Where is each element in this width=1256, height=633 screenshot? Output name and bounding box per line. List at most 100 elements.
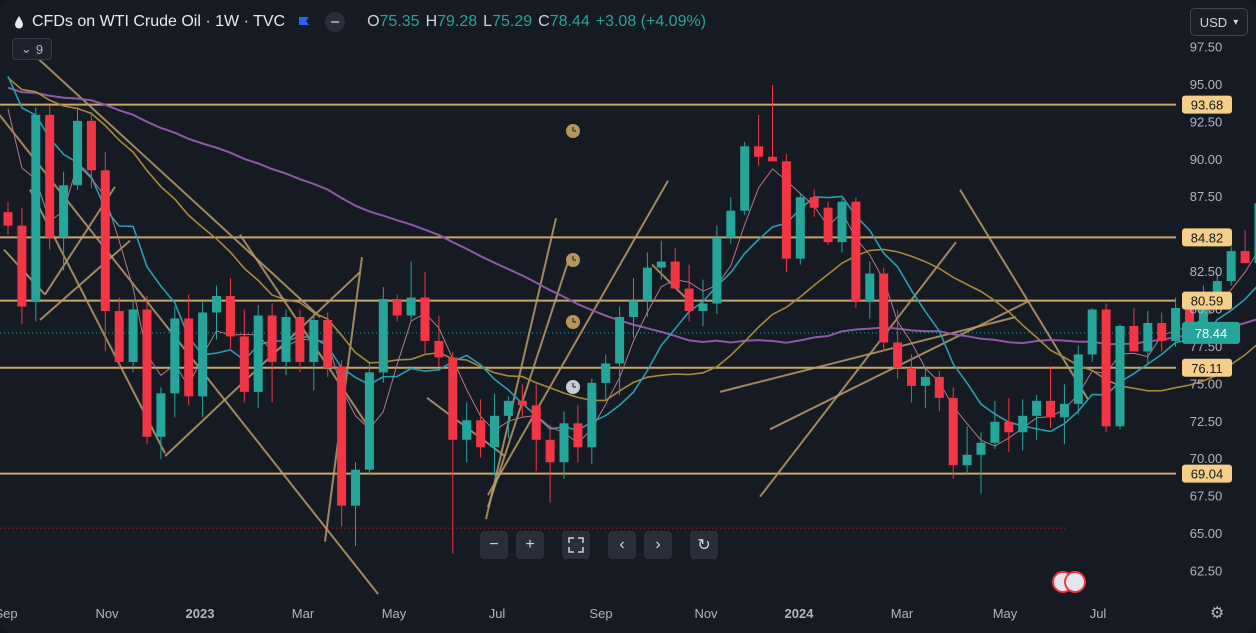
- chevron-down-icon: ⌄: [20, 41, 32, 56]
- us-flag-event-icon[interactable]: [1064, 571, 1086, 593]
- candle-body: [1143, 322, 1153, 352]
- candle: [392, 294, 402, 322]
- candle-body: [3, 212, 13, 226]
- trendline: [759, 241, 957, 498]
- trendline: [0, 113, 379, 595]
- flag-icon[interactable]: [297, 15, 311, 29]
- horizontal-levels: [0, 103, 1176, 529]
- candle: [1059, 384, 1069, 445]
- alert-clock-icon: [566, 380, 580, 394]
- candle-body: [73, 120, 82, 186]
- trendline: [239, 234, 371, 430]
- candle: [1004, 397, 1014, 452]
- candle: [781, 153, 791, 273]
- scroll-left-button[interactable]: ‹: [608, 531, 636, 559]
- candle-body: [531, 405, 541, 440]
- reset-button[interactable]: ↻: [690, 531, 718, 559]
- candle-body: [1018, 415, 1028, 433]
- hide-legend-icon[interactable]: [325, 12, 346, 32]
- candle-body: [406, 297, 416, 316]
- candle: [1046, 366, 1055, 428]
- candle-body: [184, 318, 194, 397]
- candle-body: [86, 120, 96, 171]
- x-tick-label: Mar: [891, 606, 914, 621]
- scroll-right-button[interactable]: ›: [644, 531, 672, 559]
- expand-icon: [568, 537, 584, 553]
- candle: [212, 285, 221, 340]
- candle-body: [726, 210, 736, 238]
- candle: [893, 309, 903, 379]
- candle-body: [587, 382, 597, 448]
- candle-body: [434, 340, 444, 358]
- settings-gear-icon[interactable]: ⚙: [1210, 605, 1225, 622]
- candle-body: [893, 342, 903, 368]
- candle: [73, 107, 82, 190]
- time-axis[interactable]: Sep Nov 2023 Mar May Jul Sep Nov 2024 Mar May Jul: [0, 606, 1106, 621]
- currency-select[interactable]: USD ▾: [1190, 8, 1248, 36]
- candle: [948, 387, 958, 479]
- candle-body: [1254, 203, 1256, 264]
- indicator-count: 9: [35, 41, 44, 57]
- candle-body: [517, 400, 527, 406]
- candle-body: [351, 469, 360, 506]
- x-tick-label: Nov: [694, 606, 718, 621]
- trendline: [25, 46, 321, 318]
- candle-body: [1240, 251, 1250, 264]
- economic-events[interactable]: [1052, 571, 1086, 593]
- chevron-down-icon: ▾: [1233, 16, 1239, 28]
- y-tick-label: 65.00: [1190, 526, 1223, 541]
- candle: [531, 384, 541, 472]
- level-price-label: 93.68: [1191, 98, 1224, 113]
- candle: [406, 261, 416, 322]
- zoom-toolbar: − + ‹ › ↻: [480, 531, 718, 561]
- candle: [3, 201, 13, 235]
- symbol-title[interactable]: CFDs on WTI Crude Oil · 1W · TVC: [32, 13, 286, 30]
- zoom-out-button[interactable]: −: [480, 531, 508, 559]
- candle: [545, 424, 555, 503]
- candle-body: [629, 300, 638, 317]
- candle-body: [948, 397, 958, 466]
- candle: [45, 105, 55, 250]
- candle-body: [1115, 325, 1125, 427]
- currency-label: USD: [1199, 14, 1228, 30]
- fullscreen-button[interactable]: [562, 531, 590, 559]
- trendline: [487, 180, 669, 496]
- candle: [629, 278, 638, 338]
- zoom-in-button[interactable]: +: [516, 531, 544, 559]
- y-tick-label: 87.50: [1190, 189, 1223, 204]
- x-tick-label: Jul: [489, 606, 506, 621]
- y-tick-label: 75.00: [1190, 376, 1223, 391]
- candle-body: [712, 237, 722, 304]
- candle-body: [754, 146, 764, 157]
- candle: [754, 114, 764, 166]
- x-tick-label: Sep: [0, 606, 18, 621]
- indicators-toggle-button[interactable]: ⌄ 9: [12, 38, 52, 60]
- candle: [1171, 297, 1181, 347]
- candle-body: [684, 288, 694, 312]
- candle: [267, 303, 277, 403]
- candle: [114, 297, 124, 370]
- candle: [642, 252, 652, 317]
- candle: [1101, 303, 1111, 433]
- candle-body: [198, 312, 208, 397]
- price-axis[interactable]: 97.5095.0092.5090.0087.5085.0082.5080.00…: [1182, 39, 1240, 579]
- candle: [768, 84, 777, 162]
- candle: [142, 296, 152, 445]
- symbol-legend: CFDs on WTI Crude Oil · 1W · TVC O 75.35 …: [14, 10, 706, 34]
- candle: [559, 411, 569, 479]
- candle: [420, 272, 430, 355]
- candle-body: [656, 261, 666, 268]
- candle-body: [45, 114, 55, 238]
- x-tick-label: Mar: [292, 606, 315, 621]
- candle: [100, 152, 110, 352]
- candle: [351, 462, 360, 547]
- low-value: 75.29: [492, 13, 533, 30]
- candle-body: [920, 376, 930, 386]
- candle-body: [59, 185, 69, 238]
- candle-body: [392, 299, 402, 316]
- candle-body: [225, 296, 235, 337]
- alert-clock-icon: [566, 124, 580, 138]
- y-tick-label: 95.00: [1190, 77, 1223, 92]
